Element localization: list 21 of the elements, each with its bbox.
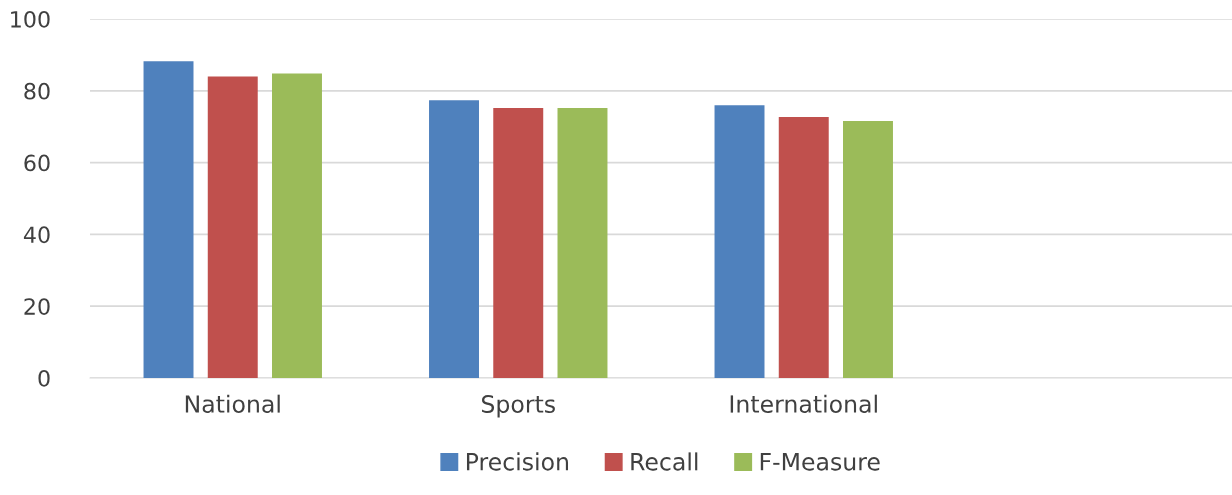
x-tick-label: Sports [481,395,555,418]
bar [429,100,479,378]
legend-label: Precision [466,452,569,471]
bar [272,73,322,378]
legend-label: Recall [631,452,698,471]
x-tick-label: National [185,394,280,413]
bar [207,76,258,378]
y-tick-label: 40 [23,226,50,244]
y-tick-label: 20 [24,298,50,315]
bar [557,108,608,378]
bar [493,108,544,378]
y-tick-label: 80 [24,82,50,100]
bar [143,61,194,378]
y-tick-label: 0 [38,369,50,387]
x-tick-label: International [730,394,877,413]
bar [778,117,829,378]
bar [714,105,765,378]
y-tick-label: 100 [11,10,50,28]
bar [843,120,893,378]
y-tick-label: 60 [24,154,50,172]
legend-label: F-Measure [760,453,880,471]
